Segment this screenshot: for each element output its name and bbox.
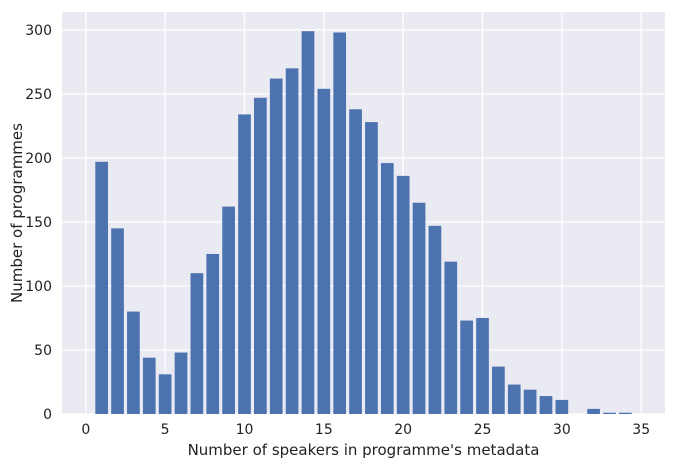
bar — [222, 206, 235, 414]
bar — [523, 389, 537, 414]
bar — [603, 412, 616, 414]
bar — [507, 384, 521, 414]
bar — [396, 175, 410, 414]
x-tick-label: 10 — [236, 422, 254, 438]
bar — [539, 396, 553, 414]
x-tick-label: 5 — [161, 422, 170, 438]
bar — [428, 225, 442, 414]
bar — [111, 228, 124, 414]
bar — [317, 88, 331, 415]
bar — [301, 31, 315, 414]
bar — [254, 97, 267, 414]
bar — [365, 122, 378, 414]
y-tick-label: 200 — [25, 151, 52, 167]
bar — [380, 163, 394, 414]
bar — [492, 366, 505, 414]
bar — [174, 352, 188, 414]
y-axis-label: Number of programmes — [8, 123, 26, 303]
y-tick-label: 100 — [25, 279, 52, 295]
y-tick-label: 0 — [43, 407, 52, 423]
x-axis-label: Number of speakers in programme's metada… — [188, 441, 540, 459]
bar — [412, 202, 426, 414]
bar — [460, 320, 473, 414]
bars — [95, 31, 632, 415]
bar — [333, 32, 347, 415]
y-tick-label: 50 — [34, 343, 52, 359]
y-tick-label: 300 — [25, 23, 52, 39]
bar — [206, 253, 220, 414]
bar — [158, 374, 172, 414]
bar — [285, 68, 299, 414]
x-tick-label: 25 — [474, 422, 492, 438]
bar — [190, 273, 204, 414]
x-tick-label: 20 — [394, 422, 412, 438]
bar — [444, 261, 458, 414]
x-tick-label: 15 — [315, 422, 333, 438]
x-tick-label: 0 — [81, 422, 90, 438]
y-tick-label: 150 — [25, 215, 52, 231]
bar — [238, 114, 251, 414]
x-tick-label: 35 — [632, 422, 650, 438]
y-tick-label: 250 — [25, 87, 52, 103]
bar — [349, 109, 362, 414]
tick-labels: 0 5 10 15 20 25 30 35 0 50 100 150 200 250 300 — [25, 23, 650, 438]
plot-area — [62, 12, 665, 414]
bar — [95, 161, 109, 414]
bar — [127, 311, 140, 414]
bar — [555, 399, 569, 414]
bar — [142, 357, 156, 414]
bar — [618, 412, 632, 414]
x-tick-label: 30 — [553, 422, 571, 438]
bar — [269, 78, 283, 415]
bar — [587, 408, 600, 414]
bar — [476, 317, 489, 414]
